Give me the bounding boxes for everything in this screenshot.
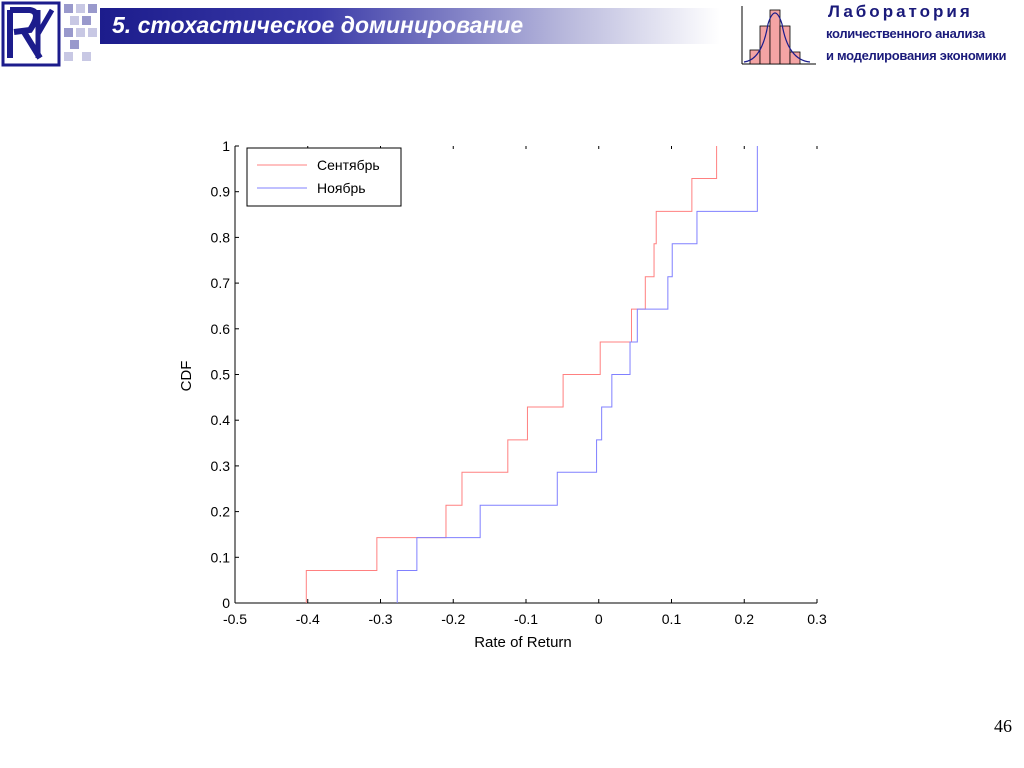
- page-number: 46: [994, 716, 1012, 736]
- series-line-Ноябрь: [396, 146, 758, 603]
- legend-label: Сентябрь: [317, 157, 380, 173]
- y-tick-label: 0: [222, 595, 230, 611]
- chart-series-group: [305, 146, 758, 603]
- y-tick-label: 0.9: [211, 184, 231, 200]
- x-axis-label: Rate of Return: [474, 634, 572, 651]
- y-tick-label: 1: [222, 138, 230, 154]
- x-tick-label: -0.5: [223, 611, 247, 627]
- y-tick-label: 0.7: [211, 275, 231, 291]
- x-tick-label: -0.4: [296, 611, 320, 627]
- x-tick-label: 0: [595, 611, 603, 627]
- x-tick-label: -0.3: [368, 611, 392, 627]
- chart-axes: [234, 146, 817, 604]
- hse-logo-icon: [0, 0, 62, 68]
- y-tick-label: 0.1: [211, 549, 231, 565]
- slide-title: 5. стохастическое доминирование: [112, 12, 524, 38]
- series-line-Сентябрь: [305, 146, 718, 603]
- lab-subtitle-line1: количественного анализа: [826, 26, 986, 41]
- legend-box: [246, 147, 402, 207]
- x-tick-label: 0.2: [735, 611, 755, 627]
- y-tick-label: 0.3: [211, 458, 231, 474]
- chart-legend: Сентябрь Ноябрь: [246, 147, 402, 207]
- y-axis-label: CDF: [178, 361, 195, 392]
- chart-ticks: -0.5 -0.4 -0.3 -0.2 -0.1 0 0.1 0.2 0.3 0 0.1 0.2 0.3…: [211, 138, 827, 627]
- y-tick-label: 0.4: [211, 412, 231, 428]
- title-banner: 5. стохастическое доминирование: [100, 8, 720, 44]
- y-tick-label: 0.8: [211, 229, 231, 245]
- decorative-squares: [62, 0, 102, 68]
- legend-label: Ноябрь: [317, 180, 366, 196]
- y-tick-label: 0.5: [211, 367, 231, 383]
- y-tick-label: 0.2: [211, 504, 231, 520]
- x-tick-label: -0.2: [441, 611, 465, 627]
- y-tick-label: 0.6: [211, 321, 231, 337]
- x-tick-label: 0.3: [807, 611, 827, 627]
- histogram-icon: [738, 4, 818, 68]
- lab-title: Лаборатория: [828, 2, 973, 21]
- x-tick-label: 0.1: [662, 611, 682, 627]
- x-tick-label: -0.1: [514, 611, 538, 627]
- lab-subtitle-line2: и моделирования экономики: [826, 48, 1007, 63]
